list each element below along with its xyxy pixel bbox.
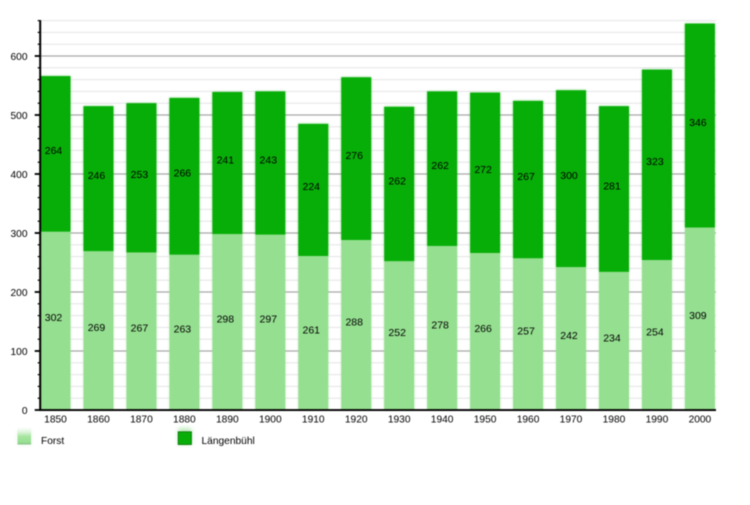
- svg-text:309: 309: [689, 310, 707, 322]
- svg-text:302: 302: [45, 312, 63, 324]
- svg-text:253: 253: [131, 169, 149, 181]
- svg-text:Forst: Forst: [41, 436, 64, 447]
- svg-text:600: 600: [11, 52, 28, 63]
- svg-text:272: 272: [474, 164, 492, 176]
- svg-text:1970: 1970: [560, 415, 583, 426]
- svg-text:266: 266: [174, 168, 192, 180]
- svg-text:278: 278: [431, 319, 449, 331]
- svg-text:1990: 1990: [646, 415, 669, 426]
- svg-text:224: 224: [302, 181, 320, 193]
- svg-text:2000: 2000: [689, 415, 712, 426]
- svg-text:262: 262: [431, 160, 449, 172]
- svg-text:1920: 1920: [345, 415, 368, 426]
- svg-text:1850: 1850: [44, 415, 67, 426]
- svg-text:1930: 1930: [388, 415, 411, 426]
- svg-text:269: 269: [88, 322, 106, 334]
- svg-text:261: 261: [302, 324, 320, 336]
- svg-text:346: 346: [689, 117, 707, 129]
- svg-text:252: 252: [388, 327, 406, 339]
- svg-text:264: 264: [45, 145, 63, 157]
- svg-text:1860: 1860: [87, 415, 110, 426]
- svg-text:263: 263: [174, 324, 192, 336]
- svg-text:200: 200: [11, 288, 28, 299]
- svg-text:276: 276: [345, 150, 363, 162]
- svg-text:297: 297: [260, 314, 278, 326]
- svg-text:1870: 1870: [130, 415, 153, 426]
- svg-text:1960: 1960: [517, 415, 540, 426]
- svg-text:1900: 1900: [259, 415, 282, 426]
- svg-text:298: 298: [217, 313, 235, 325]
- svg-text:1950: 1950: [474, 415, 497, 426]
- svg-text:241: 241: [217, 154, 235, 166]
- svg-text:254: 254: [646, 326, 664, 338]
- svg-text:1910: 1910: [302, 415, 325, 426]
- svg-text:234: 234: [603, 332, 621, 344]
- svg-text:300: 300: [11, 229, 28, 240]
- svg-text:243: 243: [260, 154, 278, 166]
- svg-text:300: 300: [560, 170, 578, 182]
- svg-text:266: 266: [474, 323, 492, 335]
- svg-text:400: 400: [11, 170, 28, 181]
- svg-text:1890: 1890: [216, 415, 239, 426]
- svg-text:262: 262: [388, 175, 406, 187]
- svg-text:288: 288: [345, 316, 363, 328]
- svg-text:242: 242: [560, 330, 578, 342]
- svg-text:246: 246: [88, 170, 106, 182]
- svg-text:323: 323: [646, 156, 664, 168]
- svg-text:267: 267: [517, 171, 535, 183]
- svg-text:500: 500: [11, 111, 28, 122]
- svg-text:1880: 1880: [173, 415, 196, 426]
- svg-text:257: 257: [517, 325, 535, 337]
- svg-text:0: 0: [22, 406, 28, 417]
- svg-text:281: 281: [603, 180, 621, 192]
- svg-text:1940: 1940: [431, 415, 454, 426]
- svg-text:1980: 1980: [603, 415, 626, 426]
- svg-text:100: 100: [11, 347, 28, 358]
- svg-text:267: 267: [131, 323, 149, 335]
- svg-text:Längenbühl: Längenbühl: [202, 436, 255, 447]
